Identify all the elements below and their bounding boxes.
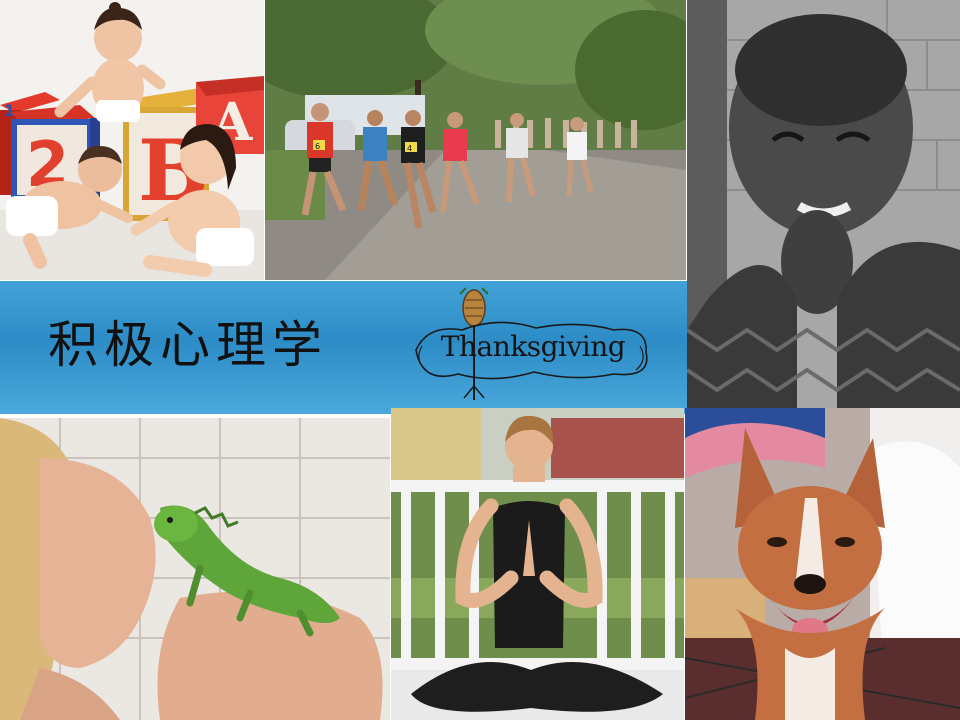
laughing-dog-photo xyxy=(685,408,960,720)
runner-blue-shirt xyxy=(357,110,399,211)
meditating-woman xyxy=(411,415,663,712)
thanksgiving-logo-text: Thanksgiving xyxy=(440,330,626,363)
pinecone-icon xyxy=(459,287,489,327)
woman-with-iguana-photo xyxy=(0,418,390,720)
boy-hands xyxy=(781,210,853,314)
dog-open-mouth xyxy=(769,596,855,627)
woman-face xyxy=(40,458,156,668)
green-iguana xyxy=(154,505,340,637)
white-railing xyxy=(391,480,684,670)
sweater-pattern xyxy=(687,327,960,393)
thanksgiving-logo: Thanksgiving xyxy=(408,286,654,406)
band-title: 积极心理学 xyxy=(48,316,328,374)
baby-sitting-left xyxy=(6,145,133,269)
road-race-runners-photo: 6 4 xyxy=(265,0,686,280)
svg-text:6: 6 xyxy=(315,142,320,151)
title-band: 积极心理学 Thanksgiving xyxy=(0,281,687,414)
svg-text:1: 1 xyxy=(4,101,15,120)
praying-hands xyxy=(523,520,535,576)
runner-white-shirt xyxy=(440,112,480,213)
babies-with-blocks-photo: 1 2 B A xyxy=(0,0,264,280)
woman-shoulder xyxy=(157,591,383,720)
runner-red-shirt: 6 xyxy=(301,103,347,216)
smiling-boy-photo xyxy=(687,0,960,408)
ribbon-banner xyxy=(415,321,648,380)
baby-sitting-right xyxy=(130,124,254,277)
baby-standing xyxy=(54,2,166,122)
basenji-dog xyxy=(735,428,885,720)
woman-meditating-photo xyxy=(391,408,684,720)
svg-text:4: 4 xyxy=(407,144,412,153)
runner-black-shirt: 4 xyxy=(401,110,437,229)
runner-grey-shirt xyxy=(506,113,536,203)
runner-white-shirt-2 xyxy=(566,117,594,197)
